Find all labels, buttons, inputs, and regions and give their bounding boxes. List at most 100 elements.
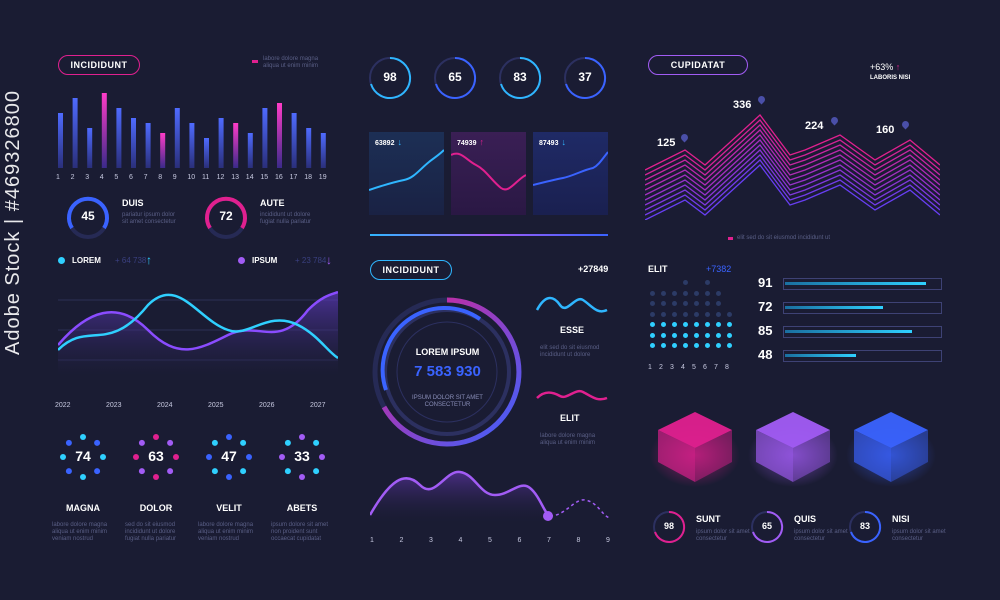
wave-tick: 3: [429, 537, 433, 544]
pill-value: +27849: [578, 264, 609, 274]
cube-value: 83: [859, 521, 870, 531]
gauge-value: 72: [219, 209, 233, 223]
bottom-wave-chart: [370, 470, 610, 525]
gauge-duis: 45: [66, 196, 110, 240]
hbar-track: [783, 278, 942, 290]
matrix-dot: [683, 290, 688, 296]
dot-tick: 7: [714, 364, 718, 371]
incididunt-pill-left[interactable]: INCIDIDUNT: [58, 55, 140, 75]
cupidatat-pill[interactable]: CUPIDATAT: [648, 55, 748, 75]
matrix-dot: [650, 322, 655, 327]
year-tick: 2022: [55, 402, 71, 409]
bar-chart: [58, 93, 326, 168]
matrix-dot: [650, 280, 655, 285]
ring-98: 98: [368, 56, 412, 100]
matrix-dot: [683, 311, 688, 317]
bar: [145, 123, 151, 168]
mini-card-value: 74939 ↑: [457, 137, 484, 147]
dial-value: 74: [75, 448, 91, 464]
matrix-dot: [650, 301, 655, 306]
bar-tick: 5: [114, 174, 119, 181]
matrix-dot: [672, 343, 677, 348]
peaks-chart: [645, 114, 940, 220]
bar: [58, 113, 63, 168]
donut-arc-outer: [381, 297, 522, 447]
hbar-value: 48: [758, 347, 773, 362]
matrix-dot: [694, 290, 699, 296]
bar: [101, 93, 107, 168]
year-axis: 2022 2023 2024 2025 2026 2027: [55, 402, 340, 412]
matrix-dot: [694, 280, 699, 285]
arrow-icon: ↑: [479, 137, 484, 147]
matrix-dot: [727, 343, 732, 348]
bar: [87, 128, 93, 168]
pill-label: INCIDIDUNT: [70, 60, 128, 70]
divider: [370, 234, 608, 236]
bar-tick: 2: [70, 174, 75, 181]
dial-desc: labore dolore magna aliqua ut enim minim…: [198, 522, 254, 542]
peak-line: [645, 134, 940, 191]
legend-name: LOREM: [72, 256, 101, 265]
bar: [218, 118, 224, 168]
gauge-label: AUTE: [260, 198, 285, 208]
dial-desc: labore dolore magna aliqua ut enim minim…: [52, 522, 108, 542]
cube-label: SUNT: [696, 514, 721, 524]
watermark: Adobe Stock | #469326800: [2, 90, 24, 355]
dial-label: DOLOR: [139, 503, 173, 513]
wave-tick: 9: [606, 537, 610, 544]
bar: [189, 123, 195, 168]
matrix-dot: [705, 280, 710, 285]
peak-line: [645, 164, 940, 220]
dial-label: VELIT: [216, 503, 242, 513]
dot-tick: 6: [703, 364, 707, 371]
bar-tick: 13: [231, 174, 239, 181]
bar: [262, 108, 268, 168]
cube-label: QUIS: [794, 514, 817, 524]
mini-card-value: 63892 ↓: [375, 137, 402, 147]
gauge-desc: incididunt ut dolore fugiat nulla pariat…: [260, 212, 312, 225]
year-tick: 2026: [259, 402, 275, 409]
wave-tick: 1: [370, 537, 374, 544]
matrix-dot: [705, 301, 710, 306]
cube-desc: ipsum dolor sit amet consectetur: [696, 529, 750, 542]
pill-label: CUPIDATAT: [670, 60, 726, 70]
dial-abets: 33: [277, 432, 327, 482]
hbar-fill: [785, 330, 913, 333]
incididunt-pill-middle[interactable]: INCIDIDUNT: [370, 260, 452, 280]
matrix-dot: [661, 311, 666, 317]
matrix-dot: [705, 311, 710, 317]
side-item-desc: labore dolore magna aliqua ut enim minim: [540, 433, 596, 446]
dial-label: ABETS: [286, 503, 318, 513]
bar: [160, 133, 166, 168]
mini-card[interactable]: 74939 ↑: [451, 132, 526, 215]
matrix-dot: [727, 291, 732, 296]
dot-tick: 2: [659, 364, 663, 371]
cube-sunt: [650, 400, 740, 490]
bar-tick: 4: [99, 174, 104, 181]
wave-chart: [58, 290, 338, 375]
hbar-track: [783, 326, 942, 338]
matrix-dot: [650, 332, 655, 338]
ring-83: 83: [498, 56, 542, 100]
wave-area: [58, 292, 338, 375]
stat-value: +63% ↑: [870, 62, 901, 72]
wave-marker: [543, 511, 553, 521]
bar: [204, 138, 209, 168]
matrix-dot: [650, 290, 655, 296]
bar-tick: 6: [129, 174, 133, 181]
matrix-dot: [661, 280, 666, 285]
matrix-dot: [727, 280, 732, 285]
gauge-label: DUIS: [122, 198, 144, 208]
peak-label-336: 336: [733, 99, 752, 111]
matrix-dot: [694, 311, 699, 317]
arrow-icon: ↓: [561, 137, 566, 147]
ring-value: 37: [578, 70, 592, 84]
matrix-dot: [661, 290, 666, 296]
legend-text: labore dolore magna aliqua ut enim minim: [263, 56, 319, 69]
hbar-value: 72: [758, 299, 773, 314]
mini-card[interactable]: 87493 ↓: [533, 132, 608, 215]
mini-card[interactable]: 63892 ↓: [369, 132, 444, 215]
bar-tick: 17: [289, 174, 298, 181]
legend-value: + 64 738: [115, 256, 147, 265]
bar: [72, 98, 78, 168]
